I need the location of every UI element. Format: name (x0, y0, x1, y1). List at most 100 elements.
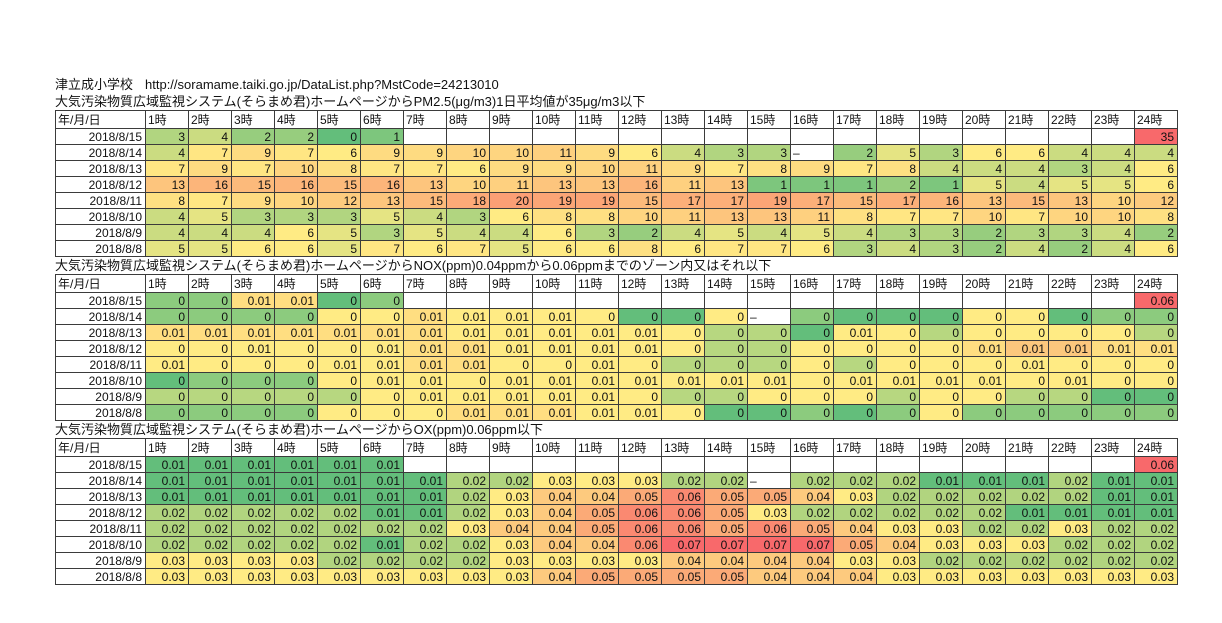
hour-cell[interactable]: 0 (317, 372, 361, 389)
hour-cell[interactable]: 0.01 (532, 372, 576, 389)
hour-cell[interactable]: 0 (360, 404, 404, 421)
hour-cell[interactable]: 0 (1048, 388, 1092, 405)
hour-cell[interactable]: 0.01 (661, 372, 705, 389)
hour-cell[interactable]: 9 (360, 144, 404, 161)
hour-cell[interactable]: 4 (661, 224, 705, 241)
hour-cell[interactable]: 0.01 (317, 472, 361, 489)
hour-cell[interactable] (704, 292, 748, 309)
hour-cell[interactable]: 0.02 (661, 472, 705, 489)
hour-cell[interactable]: 10 (618, 208, 662, 225)
hour-cell[interactable]: 4 (661, 144, 705, 161)
hour-column-header[interactable]: 21時 (1005, 110, 1049, 129)
hour-cell[interactable]: 0 (833, 308, 877, 325)
hour-cell[interactable]: 0.01 (1005, 504, 1049, 521)
hour-cell[interactable] (575, 292, 619, 309)
hour-cell[interactable]: 0.02 (1048, 552, 1092, 569)
hour-cell[interactable]: 0 (188, 292, 232, 309)
hour-cell[interactable]: 0 (145, 388, 189, 405)
hour-cell[interactable]: 5 (876, 144, 920, 161)
hour-column-header[interactable]: 2時 (188, 110, 232, 129)
hour-cell[interactable]: 0.04 (876, 536, 920, 553)
hour-cell[interactable]: 0.02 (1048, 472, 1092, 489)
hour-cell[interactable]: 19 (532, 192, 576, 209)
hour-cell[interactable]: 5 (188, 208, 232, 225)
hour-cell[interactable]: 5 (317, 224, 361, 241)
hour-cell[interactable]: 6 (403, 240, 447, 257)
hour-cell[interactable]: 0 (1091, 324, 1135, 341)
hour-cell[interactable]: 0.01 (188, 456, 232, 473)
hour-cell[interactable]: 0.01 (1134, 340, 1178, 357)
hour-cell[interactable]: 5 (962, 176, 1006, 193)
hour-cell[interactable]: 0 (188, 388, 232, 405)
hour-cell[interactable]: 2 (618, 224, 662, 241)
hour-cell[interactable]: 10 (1048, 208, 1092, 225)
hour-cell[interactable]: 0 (790, 404, 834, 421)
hour-column-header[interactable]: 20時 (962, 110, 1006, 129)
hour-cell[interactable]: 0.03 (231, 552, 275, 569)
hour-cell[interactable]: 0.02 (317, 552, 361, 569)
hour-cell[interactable]: 9 (489, 160, 533, 177)
hour-cell[interactable]: 0 (317, 292, 361, 309)
hour-column-header[interactable]: 19時 (919, 438, 963, 457)
hour-cell[interactable]: 0.01 (145, 456, 189, 473)
hour-cell[interactable]: 0 (704, 356, 748, 373)
hour-cell[interactable]: 5 (1048, 176, 1092, 193)
hour-cell[interactable]: 0 (145, 404, 189, 421)
hour-cell[interactable]: 0.01 (1005, 356, 1049, 373)
hour-column-header[interactable]: 15時 (747, 274, 791, 293)
hour-cell[interactable]: 0 (360, 292, 404, 309)
hour-cell[interactable]: 0 (876, 324, 920, 341)
hour-cell[interactable]: 7 (360, 240, 404, 257)
hour-cell[interactable]: 0.02 (962, 504, 1006, 521)
hour-cell[interactable]: 15 (403, 192, 447, 209)
hour-cell[interactable]: 0.02 (360, 552, 404, 569)
hour-cell[interactable]: 0 (790, 388, 834, 405)
hour-column-header[interactable]: 23時 (1091, 274, 1135, 293)
hour-cell[interactable]: 0.02 (790, 472, 834, 489)
hour-cell[interactable]: 10 (446, 144, 490, 161)
hour-cell[interactable]: 35 (1134, 128, 1178, 145)
hour-cell[interactable]: 0.02 (919, 504, 963, 521)
date-cell[interactable]: 2018/8/13 (55, 488, 146, 505)
hour-cell[interactable]: 0.02 (1005, 552, 1049, 569)
hour-cell[interactable]: 0.01 (575, 388, 619, 405)
hour-cell[interactable]: 0.03 (876, 568, 920, 585)
hour-cell[interactable]: 0.03 (1134, 568, 1178, 585)
hour-cell[interactable]: 0.01 (618, 340, 662, 357)
hour-cell[interactable]: – (747, 308, 791, 325)
datalist-url-link[interactable]: http://soramame.taiki.go.jp/DataList.php… (145, 77, 499, 92)
hour-cell[interactable]: 0.02 (1048, 536, 1092, 553)
hour-column-header[interactable]: 2時 (188, 438, 232, 457)
date-cell[interactable]: 2018/8/15 (55, 128, 146, 145)
hour-cell[interactable]: 0.06 (1134, 456, 1178, 473)
hour-cell[interactable]: 0.01 (403, 504, 447, 521)
hour-cell[interactable]: 0.01 (962, 372, 1006, 389)
hour-cell[interactable]: 0.01 (403, 340, 447, 357)
hour-cell[interactable]: 0.03 (360, 568, 404, 585)
hour-cell[interactable]: 2 (274, 128, 318, 145)
hour-cell[interactable]: 0 (231, 388, 275, 405)
hour-cell[interactable]: 0 (876, 404, 920, 421)
hour-cell[interactable]: 0.04 (532, 520, 576, 537)
hour-cell[interactable]: 0 (919, 356, 963, 373)
hour-cell[interactable]: 0 (962, 388, 1006, 405)
hour-column-header[interactable]: 11時 (575, 274, 619, 293)
hour-cell[interactable]: 0.01 (532, 308, 576, 325)
date-cell[interactable]: 2018/8/12 (55, 504, 146, 521)
hour-cell[interactable]: 7 (145, 160, 189, 177)
hour-cell[interactable]: 3 (145, 128, 189, 145)
hour-cell[interactable]: 0 (661, 340, 705, 357)
hour-cell[interactable]: 0.01 (403, 356, 447, 373)
hour-cell[interactable]: 7 (403, 160, 447, 177)
hour-cell[interactable]: 0.01 (188, 324, 232, 341)
hour-cell[interactable]: 4 (1091, 240, 1135, 257)
hour-cell[interactable]: 0.01 (274, 292, 318, 309)
hour-column-header[interactable]: 12時 (618, 110, 662, 129)
hour-cell[interactable]: 0.02 (231, 520, 275, 537)
hour-cell[interactable]: 8 (575, 208, 619, 225)
hour-cell[interactable]: 0 (747, 404, 791, 421)
hour-cell[interactable]: 9 (790, 160, 834, 177)
hour-cell[interactable]: 0.02 (403, 536, 447, 553)
hour-cell[interactable]: 0.01 (532, 388, 576, 405)
hour-column-header[interactable]: 22時 (1048, 110, 1092, 129)
